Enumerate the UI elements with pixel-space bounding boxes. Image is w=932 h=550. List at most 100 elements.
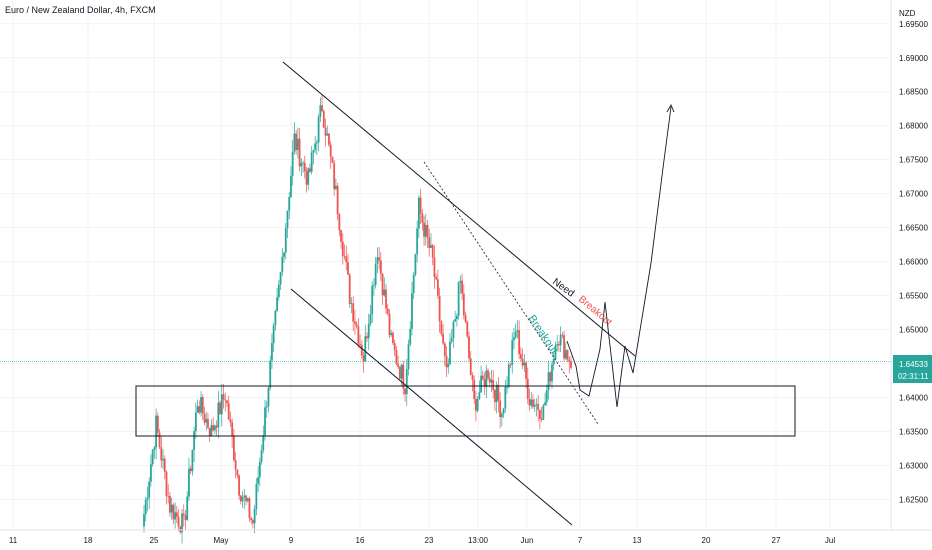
candle-body [201, 396, 204, 414]
candle-body [411, 293, 413, 329]
price-tag-box [893, 355, 932, 383]
price-tick-label: 1.66500 [899, 224, 928, 233]
candle-body [494, 390, 496, 403]
candle-body [500, 413, 503, 418]
candle-body [148, 481, 151, 498]
support-zone[interactable] [135, 385, 796, 437]
currency-label: NZD [899, 9, 916, 18]
candle-body [397, 363, 400, 367]
candle-body [355, 323, 358, 327]
candle-body [175, 512, 178, 517]
candle-body [215, 425, 218, 428]
candle-body [366, 336, 368, 339]
candle-body [286, 210, 289, 229]
candle-body [547, 372, 550, 391]
candle-body [557, 344, 560, 346]
candle-body [390, 332, 393, 336]
candle-body [188, 468, 190, 497]
candle-body [398, 366, 401, 379]
drawing-tools[interactable] [135, 61, 796, 526]
candle-body [471, 375, 474, 380]
candle-body [419, 197, 422, 214]
candle-body [252, 520, 254, 524]
candle-body [430, 245, 432, 249]
candle-body [153, 447, 156, 451]
price-tick-label: 1.63000 [899, 461, 928, 470]
candle-body [347, 262, 349, 275]
candle-body [542, 405, 545, 420]
candle-body [476, 398, 479, 411]
candle-body [264, 407, 266, 436]
candle-body [385, 289, 387, 309]
time-tick-label: Jun [521, 536, 534, 545]
candle-body [198, 406, 201, 413]
candle-body [219, 402, 221, 415]
candle-body [454, 319, 457, 322]
candle-body [392, 332, 394, 344]
candle-body [533, 404, 536, 407]
candle-body [302, 162, 304, 164]
price-tick-label: 1.69000 [899, 54, 928, 63]
candle-body [551, 364, 553, 382]
candle-body [260, 450, 263, 462]
candle-body [231, 422, 234, 437]
candle-body [277, 284, 280, 298]
candle-body [177, 516, 180, 527]
candle-body [184, 515, 187, 520]
price-tick-label: 1.62500 [899, 495, 928, 504]
candle-body [383, 289, 386, 296]
price-tick-label: 1.68000 [899, 122, 928, 131]
candle-body [468, 336, 470, 359]
candle-body [328, 133, 330, 145]
candle-body [497, 384, 500, 401]
candle-body [414, 254, 417, 275]
candle-body [393, 343, 396, 351]
candle-body [220, 394, 223, 415]
candle-body [421, 213, 424, 223]
time-axis[interactable]: 11 18 25 May 9 16 23 13:00 Jun 7 13 20 27 Jul [9, 536, 835, 545]
price-tick-label: 1.63500 [899, 427, 928, 436]
candle-body [267, 387, 270, 407]
candle-body [146, 497, 149, 500]
candle-body [205, 418, 208, 423]
candle-body [329, 144, 332, 157]
candle-body [271, 343, 273, 361]
candle-body [532, 399, 534, 407]
candle-body [194, 412, 197, 432]
projected-path[interactable] [566, 106, 672, 408]
candle-body [207, 418, 209, 428]
candle-body [210, 424, 213, 436]
candle-body [452, 321, 455, 339]
time-tick-label: 11 [9, 536, 18, 545]
dotted-trendline[interactable] [423, 161, 599, 425]
candle-body [514, 332, 517, 338]
candle-body [143, 514, 145, 527]
candle-body [203, 413, 206, 423]
price-tick-label: 1.64000 [899, 394, 928, 403]
candle-body [395, 350, 398, 364]
candle-body [162, 458, 164, 461]
candle-body [526, 378, 529, 399]
candle-body [400, 364, 403, 379]
candle-body [379, 260, 382, 274]
candle-body [169, 496, 171, 513]
candle-body [170, 504, 173, 513]
upper-trendline[interactable] [282, 61, 636, 357]
candle-body [442, 333, 444, 344]
candle-body [388, 313, 391, 336]
candle-body [232, 436, 235, 461]
candle-body [516, 330, 519, 333]
time-tick-label: 9 [289, 536, 294, 545]
candle-body [416, 228, 419, 255]
candle-body [521, 358, 524, 366]
lower-trendline[interactable] [290, 288, 573, 526]
candle-body [317, 117, 320, 143]
candle-body [314, 143, 317, 150]
candle-body [253, 508, 256, 524]
candle-body [570, 361, 572, 368]
price-axis[interactable]: 1.625001.630001.635001.640001.645001.650… [899, 20, 928, 505]
candle-body [538, 410, 541, 419]
candle-body [156, 415, 159, 433]
candle-body [449, 341, 451, 365]
